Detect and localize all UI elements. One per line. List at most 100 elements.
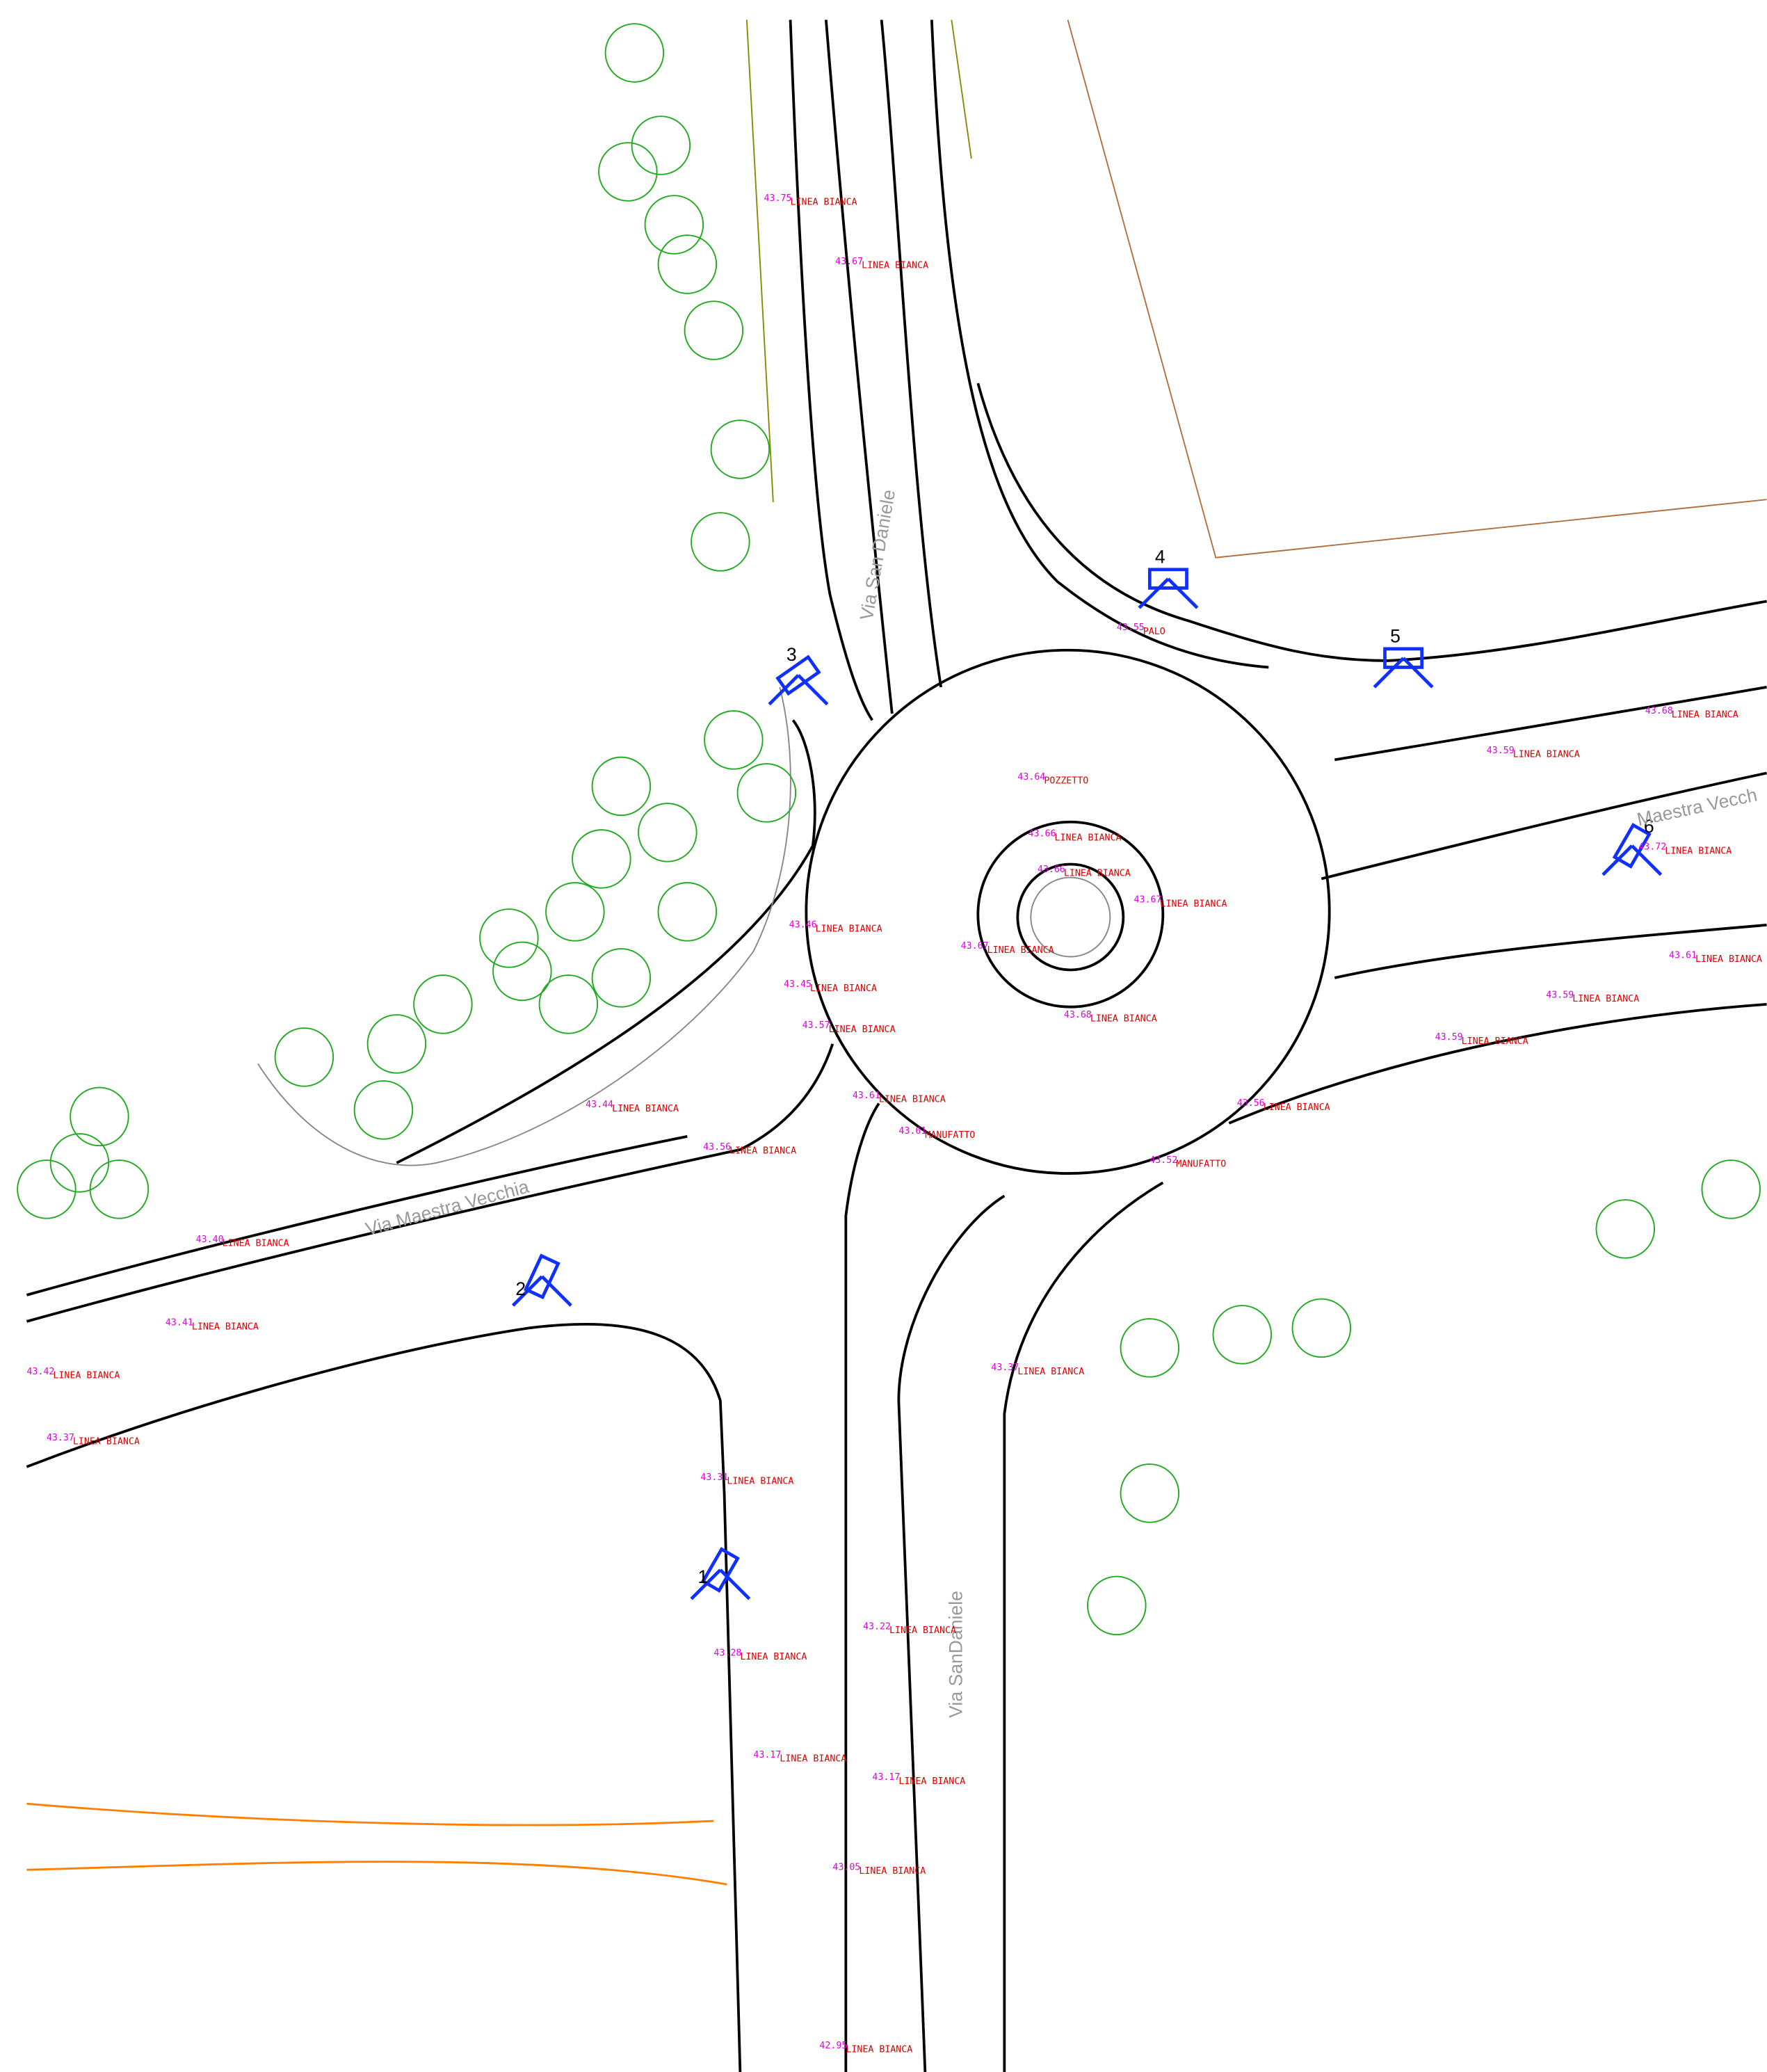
tree [638,803,697,862]
camera-number: 1 [698,1566,709,1587]
tree [592,949,651,1007]
camera [703,1549,738,1590]
elevation-label: 43.61 [1669,950,1697,961]
tree [704,711,763,769]
elevation-label: 43.46 [789,920,817,931]
camera-view [720,1570,750,1599]
tree [540,975,598,1034]
tree [1088,1577,1146,1635]
elevation-label: 43.37 [991,1363,1019,1373]
tree [1121,1319,1179,1377]
survey-label: LINEA BIANCA [987,945,1054,956]
survey-label: MANUFATTO [925,1130,975,1141]
elevation-label: 43.67 [835,257,863,267]
elevation-label: 43.45 [784,979,812,990]
survey-label: LINEA BIANCA [1055,833,1122,843]
survey-label: LINEA BIANCA [1064,869,1131,879]
survey-label: LINEA BIANCA [1017,1367,1084,1377]
cameras: 123456 [513,546,1661,1599]
page: {"streets":["Via San Daniele","Via SanDa… [0,0,1767,2072]
camera-number: 3 [786,644,797,665]
elevation-label: 43.42 [26,1367,54,1377]
camera-number: 5 [1390,625,1401,646]
street-name: Via San Daniele [856,488,900,622]
survey-label: LINEA BIANCA [816,924,882,934]
elevation-label: 43.44 [586,1100,613,1110]
elevation-label: 43.61 [853,1091,880,1101]
camera-view [1374,658,1403,687]
elevation-label: 43.17 [753,1750,781,1760]
street-name: Via Maestra Vecchia [363,1176,531,1240]
survey-label: LINEA BIANCA [898,1776,965,1787]
survey-label: LINEA BIANCA [223,1239,289,1249]
street-name: Maestra Vecch [1635,784,1759,830]
elevation-label: 43.66 [1038,865,1065,875]
survey-label: LINEA BIANCA [780,1754,846,1765]
survey-label: LINEA BIANCA [1672,710,1738,721]
survey-label: LINEA BIANCA [729,1146,796,1157]
survey-map: 123456 Via San Daniele Via SanDaniele Vi… [0,0,1767,2072]
elevation-label: 43.52 [1149,1155,1177,1166]
survey-label: LINEA BIANCA [1161,899,1227,909]
survey-label: LINEA BIANCA [889,1625,956,1636]
elevation-label: 43.41 [166,1318,193,1328]
elevation-label: 43.40 [196,1235,224,1245]
elevation-label: 43.56 [703,1142,731,1153]
tree [685,301,743,360]
elevation-label: 43.05 [832,1862,860,1872]
survey-label: LINEA BIANCA [1264,1102,1330,1113]
elevation-label: 43.59 [1546,990,1574,1000]
survey-label: LINEA BIANCA [1695,954,1762,965]
elevation-label: 43.28 [713,1648,741,1659]
survey-label: PALO [1143,627,1165,637]
tree [1213,1306,1272,1364]
elevation-label: 42.95 [819,2041,847,2051]
tree [691,513,750,571]
tree [546,883,604,941]
survey-label: LINEA BIANCA [53,1371,120,1381]
survey-label: LINEA BIANCA [1462,1036,1528,1047]
survey-label: LINEA BIANCA [740,1652,807,1662]
survey-label: LINEA BIANCA [1513,750,1580,760]
elevation-label: 43.59 [1435,1032,1463,1043]
camera-view [1139,579,1168,608]
survey-label: LINEA BIANCA [810,983,877,994]
tree [1596,1200,1654,1258]
camera-view [1168,579,1197,608]
elevation-label: 43.67 [961,941,989,951]
elevation-label: 43.37 [47,1433,74,1443]
elevation-label: 43.55 [1117,623,1145,633]
elevation-label: 43.31 [700,1472,728,1483]
street-name: Via SanDaniele [946,1591,967,1718]
tree [645,195,704,254]
survey-label: LINEA BIANCA [1090,1014,1157,1025]
survey-label: LINEA BIANCA [846,2045,912,2055]
tree [70,1088,129,1146]
tree [1121,1464,1179,1523]
camera-number: 4 [1155,546,1165,567]
survey-label: LINEA BIANCA [1572,994,1639,1004]
elevation-label: 43.17 [872,1772,900,1783]
elevation-label: 43.72 [1638,842,1666,853]
elevation-label: 43.67 [1134,895,1162,906]
street-names: Via San Daniele Via SanDaniele Via Maest… [363,488,1759,1718]
tree [738,764,796,822]
survey-label: POZZETTO [1044,776,1088,787]
tree [355,1081,413,1139]
tree [1293,1299,1351,1358]
tree [480,909,538,967]
elevation-label: 43.56 [1237,1098,1265,1109]
elevation-label: 43.68 [1645,706,1673,716]
elevation-label: 43.75 [764,193,792,204]
elevation-label: 43.68 [1064,1010,1092,1020]
tree [275,1028,334,1086]
elevation-label: 43.66 [1028,829,1056,840]
survey-label: LINEA BIANCA [829,1025,896,1035]
survey-label: LINEA BIANCA [1665,846,1732,856]
tree [90,1160,149,1219]
tree [711,420,770,479]
elevation-label: 43.64 [1017,772,1045,782]
elevation-label: 43.57 [802,1020,830,1031]
camera-view [798,675,828,705]
elevation-label: 43.59 [1487,746,1515,756]
